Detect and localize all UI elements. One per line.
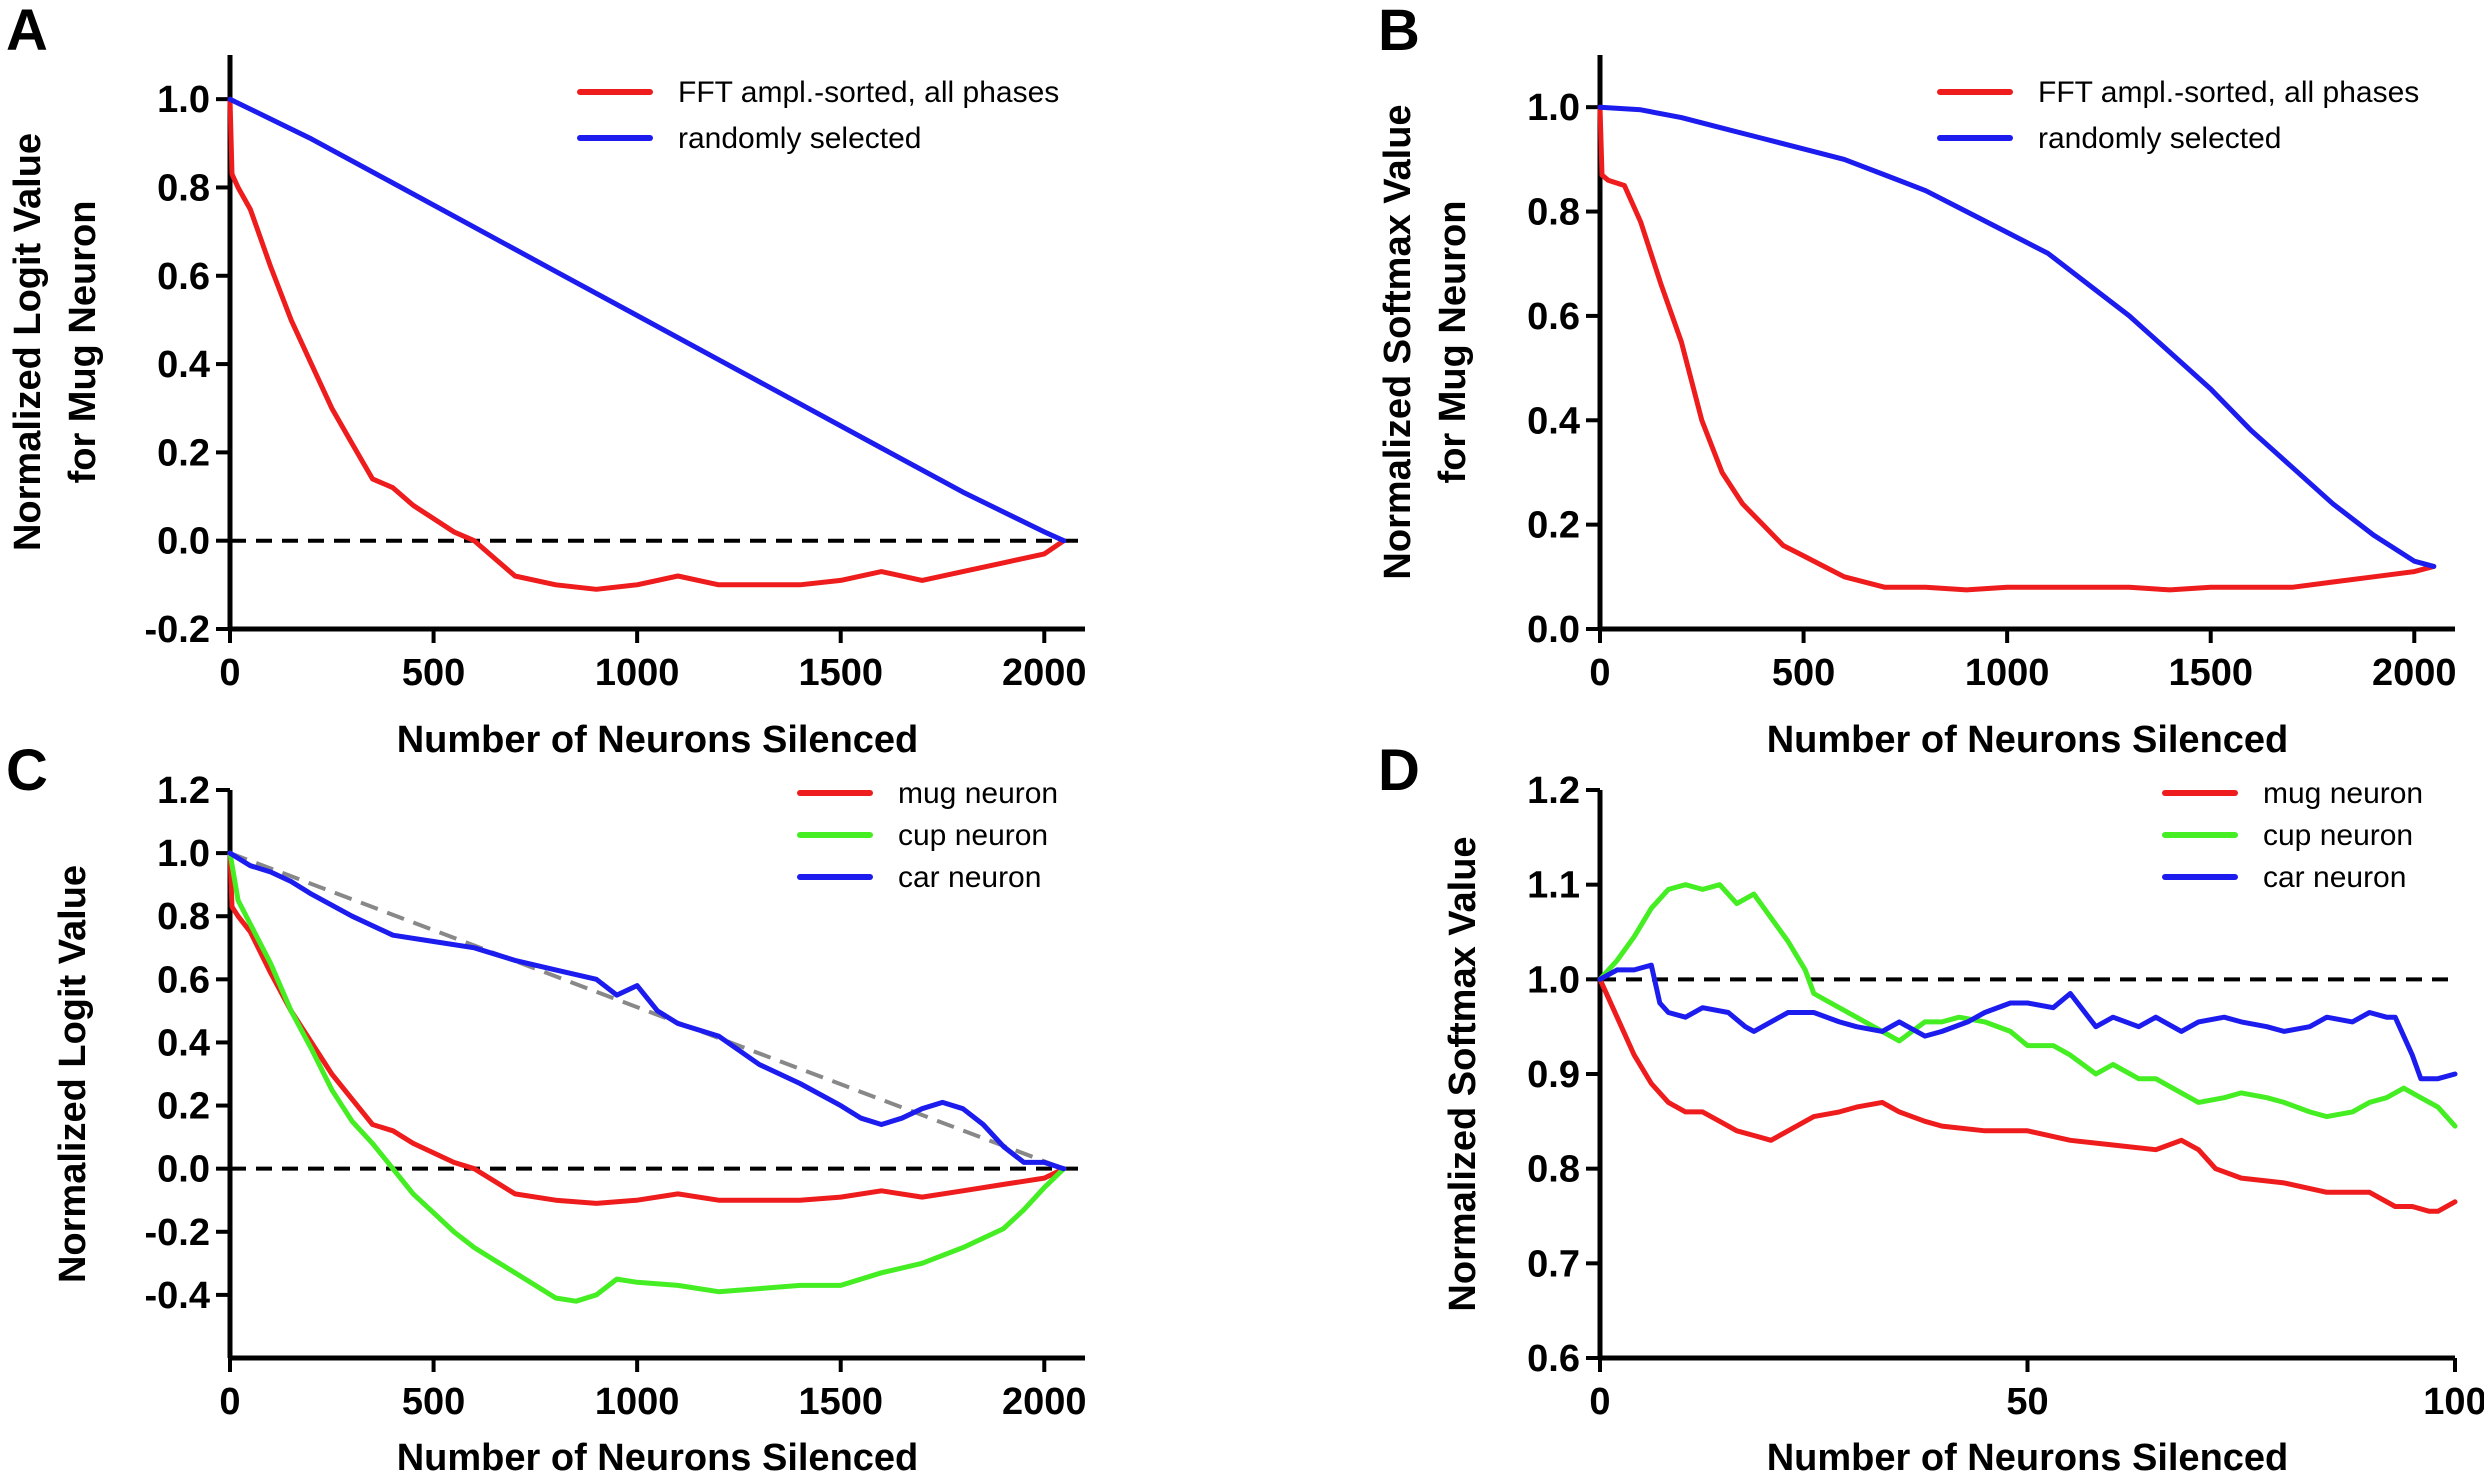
x-tick-label: 100 [2423, 1381, 2484, 1423]
legend-label: randomly selected [2038, 122, 2281, 155]
y-tick-label: 1.2 [157, 770, 210, 812]
x-tick-label: 500 [402, 652, 465, 694]
y-tick-label: -0.4 [145, 1275, 210, 1317]
legend-label: car neuron [898, 861, 1041, 894]
y-tick-label: 1.2 [1527, 770, 1580, 812]
x-tick-label: 0 [219, 652, 240, 694]
y-tick-label: 0.8 [157, 896, 210, 938]
legend: mug neuron cup neuron car neuron [797, 777, 1058, 894]
legend: FFT ampl.-sorted, all phases randomly sel… [577, 76, 1059, 155]
panel-a: A -0.2 0.0 0.2 0.4 0.6 0.8 1.0 0 500 1000 1500 2000 N… [6, 0, 1087, 761]
legend-label: randomly selected [678, 122, 921, 155]
panel-d: D 0.6 0.7 0.8 0.9 1.0 1.1 1.2 0 50 100 Number of Ne… [1378, 738, 2484, 1479]
series-line-1 [1597, 882, 2458, 1129]
x-tick-label: 2000 [2372, 652, 2457, 694]
y-axis-title: Normalized Logit Value [7, 133, 49, 551]
y-tick-label: 0.4 [1527, 400, 1580, 442]
series-line-0 [1597, 976, 2458, 1214]
y-tick-label: 0.2 [1527, 505, 1580, 547]
series-line-1 [1597, 104, 2437, 569]
series-line-2 [227, 850, 1067, 1172]
x-tick-label: 1500 [2168, 652, 2253, 694]
y-axis-title: Normalized Softmax Value [1442, 836, 1484, 1311]
reference-diagonal-line [229, 851, 1065, 1171]
y-tick-label: 1.0 [157, 833, 210, 875]
y-axis-title: for Mug Neuron [62, 201, 104, 484]
series-line-0 [1597, 104, 2437, 593]
series-line-1 [227, 850, 1067, 1304]
panel-letter: C [6, 738, 48, 803]
y-tick-label: 0.0 [157, 1149, 210, 1191]
x-tick-label: 500 [402, 1381, 465, 1423]
legend-label: car neuron [2263, 861, 2406, 894]
y-tick-label: 0.6 [157, 256, 210, 298]
x-axis-title: Number of Neurons Silenced [397, 1437, 919, 1479]
x-tick-label: 50 [2006, 1381, 2048, 1423]
x-tick-label: 1000 [1965, 652, 2050, 694]
series-line-2 [1597, 962, 2458, 1082]
x-tick-label: 1500 [798, 1381, 883, 1423]
legend-label: mug neuron [2263, 777, 2423, 810]
legend-label: cup neuron [2263, 819, 2413, 852]
legend-label: cup neuron [898, 819, 1048, 852]
x-tick-label: 0 [1589, 652, 1610, 694]
y-tick-label: 0.2 [157, 1086, 210, 1128]
x-tick-label: 2000 [1002, 652, 1087, 694]
legend-label: mug neuron [898, 777, 1058, 810]
series-line-0 [227, 96, 1067, 592]
panel-letter: D [1378, 738, 1420, 803]
x-axis-title: Number of Neurons Silenced [1767, 719, 2289, 761]
y-tick-label: 0.8 [157, 167, 210, 209]
x-tick-label: 1000 [595, 652, 680, 694]
x-axis-title: Number of Neurons Silenced [1767, 1437, 2289, 1479]
panel-b: B 0.0 0.2 0.4 0.6 0.8 1.0 0 500 1000 1500 2000 Numbe… [1377, 0, 2457, 761]
y-tick-label: 0.8 [1527, 192, 1580, 234]
y-tick-label: 0.7 [1527, 1243, 1580, 1285]
y-tick-label: 0.6 [157, 959, 210, 1001]
panel-c: C -0.4 -0.2 0.0 0.2 0.4 0.6 0.8 1.0 1.2 0 500 1000 15… [6, 738, 1087, 1479]
x-tick-label: 2000 [1002, 1381, 1087, 1423]
panel-letter: B [1378, 0, 1420, 63]
legend: mug neuron cup neuron car neuron [2162, 777, 2423, 894]
y-tick-label: 1.0 [1527, 87, 1580, 129]
series-line-1 [227, 96, 1067, 544]
y-axis-title: Normalized Logit Value [52, 865, 94, 1283]
x-tick-label: 500 [1772, 652, 1835, 694]
x-axis-title: Number of Neurons Silenced [397, 719, 919, 761]
panel-letter: A [6, 0, 48, 63]
y-tick-label: -0.2 [145, 609, 210, 651]
y-tick-label: 1.0 [1527, 959, 1580, 1001]
x-tick-label: 1000 [595, 1381, 680, 1423]
y-tick-label: 0.0 [157, 521, 210, 563]
y-tick-label: 0.0 [1527, 609, 1580, 651]
y-axis-title: Normalized Softmax Value [1377, 104, 1419, 579]
series-line-0 [227, 850, 1067, 1206]
y-axis-title: for Mug Neuron [1432, 201, 1474, 484]
y-tick-label: 0.2 [157, 432, 210, 474]
y-tick-label: 0.4 [157, 1022, 210, 1064]
y-tick-label: 0.4 [157, 344, 210, 386]
y-tick-label: 0.6 [1527, 1338, 1580, 1380]
legend: FFT ampl.-sorted, all phases randomly sel… [1937, 76, 2419, 155]
y-tick-label: 0.9 [1527, 1054, 1580, 1096]
y-tick-label: 1.0 [157, 79, 210, 121]
y-tick-label: 1.1 [1527, 865, 1580, 907]
legend-label: FFT ampl.-sorted, all phases [678, 76, 1059, 109]
y-tick-label: 0.6 [1527, 296, 1580, 338]
y-tick-label: -0.2 [145, 1212, 210, 1254]
x-tick-label: 0 [219, 1381, 240, 1423]
y-tick-label: 0.8 [1527, 1149, 1580, 1191]
legend-label: FFT ampl.-sorted, all phases [2038, 76, 2419, 109]
x-tick-label: 0 [1589, 1381, 1610, 1423]
x-tick-label: 1500 [798, 652, 883, 694]
